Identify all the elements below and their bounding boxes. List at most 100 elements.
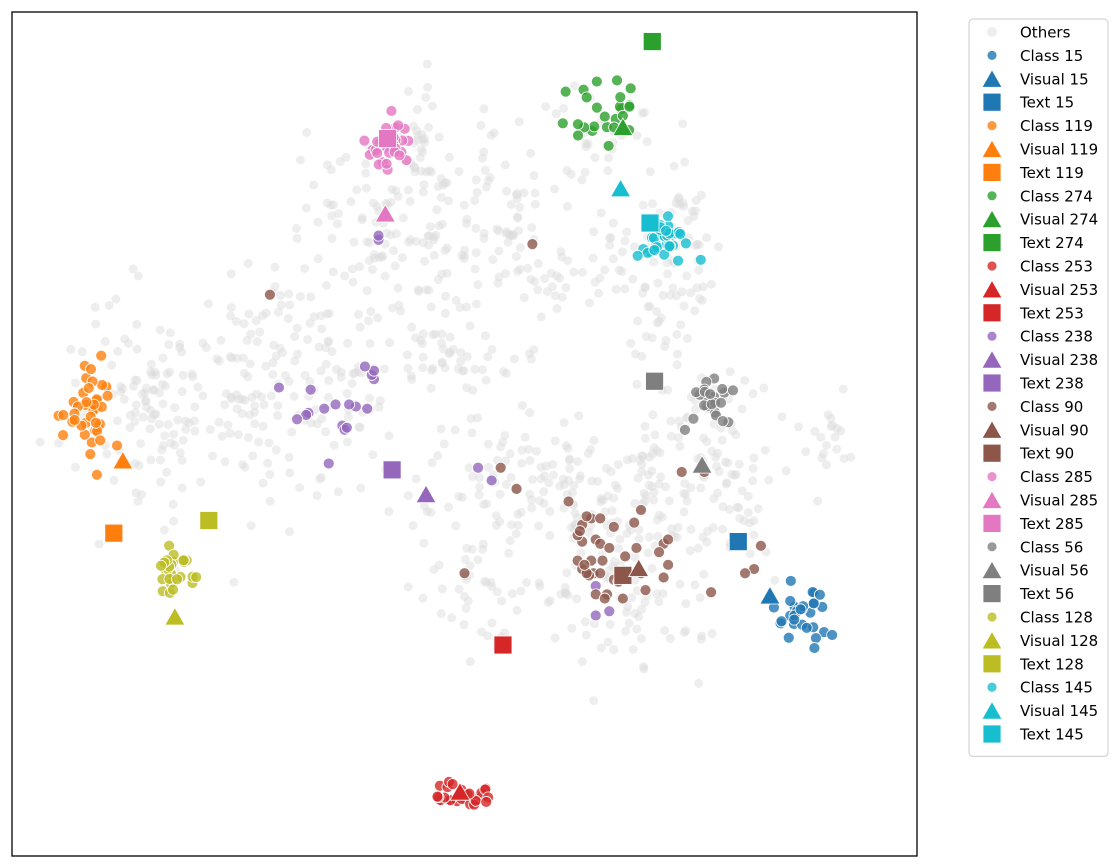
others-point — [539, 499, 549, 509]
others-point — [284, 527, 294, 537]
others-point — [516, 507, 526, 517]
others-point — [603, 637, 613, 647]
others-point — [723, 458, 733, 468]
others-point — [326, 200, 336, 210]
others-point — [539, 274, 549, 284]
legend-entry-text-119: Text 119 — [982, 162, 1084, 182]
others-point — [240, 395, 250, 405]
others-point — [423, 82, 433, 92]
legend-marker — [982, 303, 1002, 323]
others-point — [511, 251, 521, 261]
others-point — [509, 354, 519, 364]
others-point — [421, 167, 431, 177]
others-point — [656, 313, 666, 323]
others-point — [475, 482, 485, 492]
others-point — [552, 271, 562, 281]
others-point — [140, 397, 150, 407]
class-128-point — [171, 573, 183, 586]
others-point — [431, 230, 441, 240]
others-point — [155, 388, 165, 398]
others-point — [721, 479, 731, 489]
class-285-point — [358, 134, 371, 147]
class-15-point — [800, 621, 813, 634]
others-point — [502, 229, 512, 239]
series-visual-15 — [759, 585, 781, 605]
others-point — [342, 389, 352, 399]
legend-entry-class-253: Class 253 — [986, 258, 1093, 276]
others-point — [190, 426, 200, 436]
others-point — [289, 391, 299, 401]
others-point — [718, 502, 728, 512]
others-point — [348, 277, 358, 287]
others-point — [580, 617, 590, 627]
others-point — [605, 233, 615, 243]
others-point — [583, 139, 593, 149]
visual-119-point — [112, 450, 134, 470]
others-point — [634, 534, 644, 544]
others-point — [151, 370, 161, 380]
legend-entry-class-274: Class 274 — [986, 187, 1093, 205]
others-point — [552, 304, 562, 314]
others-point — [753, 504, 763, 514]
legend-marker — [981, 349, 1003, 369]
legend-marker — [982, 584, 1002, 603]
others-point — [689, 211, 699, 221]
others-point — [530, 199, 540, 209]
legend-marker — [986, 330, 998, 342]
legend-entry-text-238: Text 238 — [982, 373, 1084, 393]
others-point — [146, 359, 156, 369]
others-point — [370, 253, 380, 263]
others-point — [70, 462, 80, 472]
others-point — [679, 201, 689, 211]
legend-label: Class 15 — [1020, 47, 1083, 65]
others-point — [257, 311, 267, 321]
others-point — [630, 608, 640, 618]
class-274-point — [580, 91, 593, 104]
others-point — [574, 411, 584, 421]
others-point — [509, 231, 519, 241]
others-point — [407, 322, 417, 332]
others-point — [609, 557, 619, 567]
others-point — [748, 476, 758, 486]
others-point — [151, 409, 161, 419]
others-point — [427, 458, 437, 468]
others-point — [663, 269, 673, 279]
others-point — [292, 233, 302, 243]
others-point — [470, 364, 480, 374]
others-point — [813, 496, 823, 506]
class-15-point — [788, 613, 801, 626]
others-point — [488, 255, 498, 265]
others-point — [146, 405, 156, 415]
others-point — [734, 459, 744, 469]
others-point — [373, 313, 383, 323]
others-point — [507, 589, 517, 599]
others-point — [419, 538, 429, 548]
others-point — [454, 167, 464, 177]
series-text-145 — [640, 213, 660, 233]
others-point — [702, 537, 712, 547]
class-238-point — [485, 474, 498, 487]
others-point — [118, 384, 128, 394]
others-point — [328, 267, 338, 277]
others-point — [682, 333, 692, 343]
others-point — [273, 411, 283, 421]
others-point — [465, 321, 475, 331]
others-point — [640, 283, 650, 293]
others-point — [699, 569, 709, 579]
others-point — [232, 390, 242, 400]
others-point — [536, 462, 546, 472]
others-point — [462, 383, 472, 393]
class-253-point — [446, 778, 459, 791]
others-point — [505, 230, 515, 240]
others-point — [530, 276, 540, 286]
text-285-point — [378, 129, 397, 149]
others-point — [177, 347, 187, 357]
class-90-point — [662, 533, 675, 546]
others-point — [525, 408, 535, 418]
others-point — [678, 198, 688, 208]
class-274-point — [572, 118, 584, 131]
others-point — [467, 471, 477, 481]
others-point — [424, 285, 434, 295]
others-point — [647, 563, 657, 573]
others-point — [556, 589, 566, 599]
